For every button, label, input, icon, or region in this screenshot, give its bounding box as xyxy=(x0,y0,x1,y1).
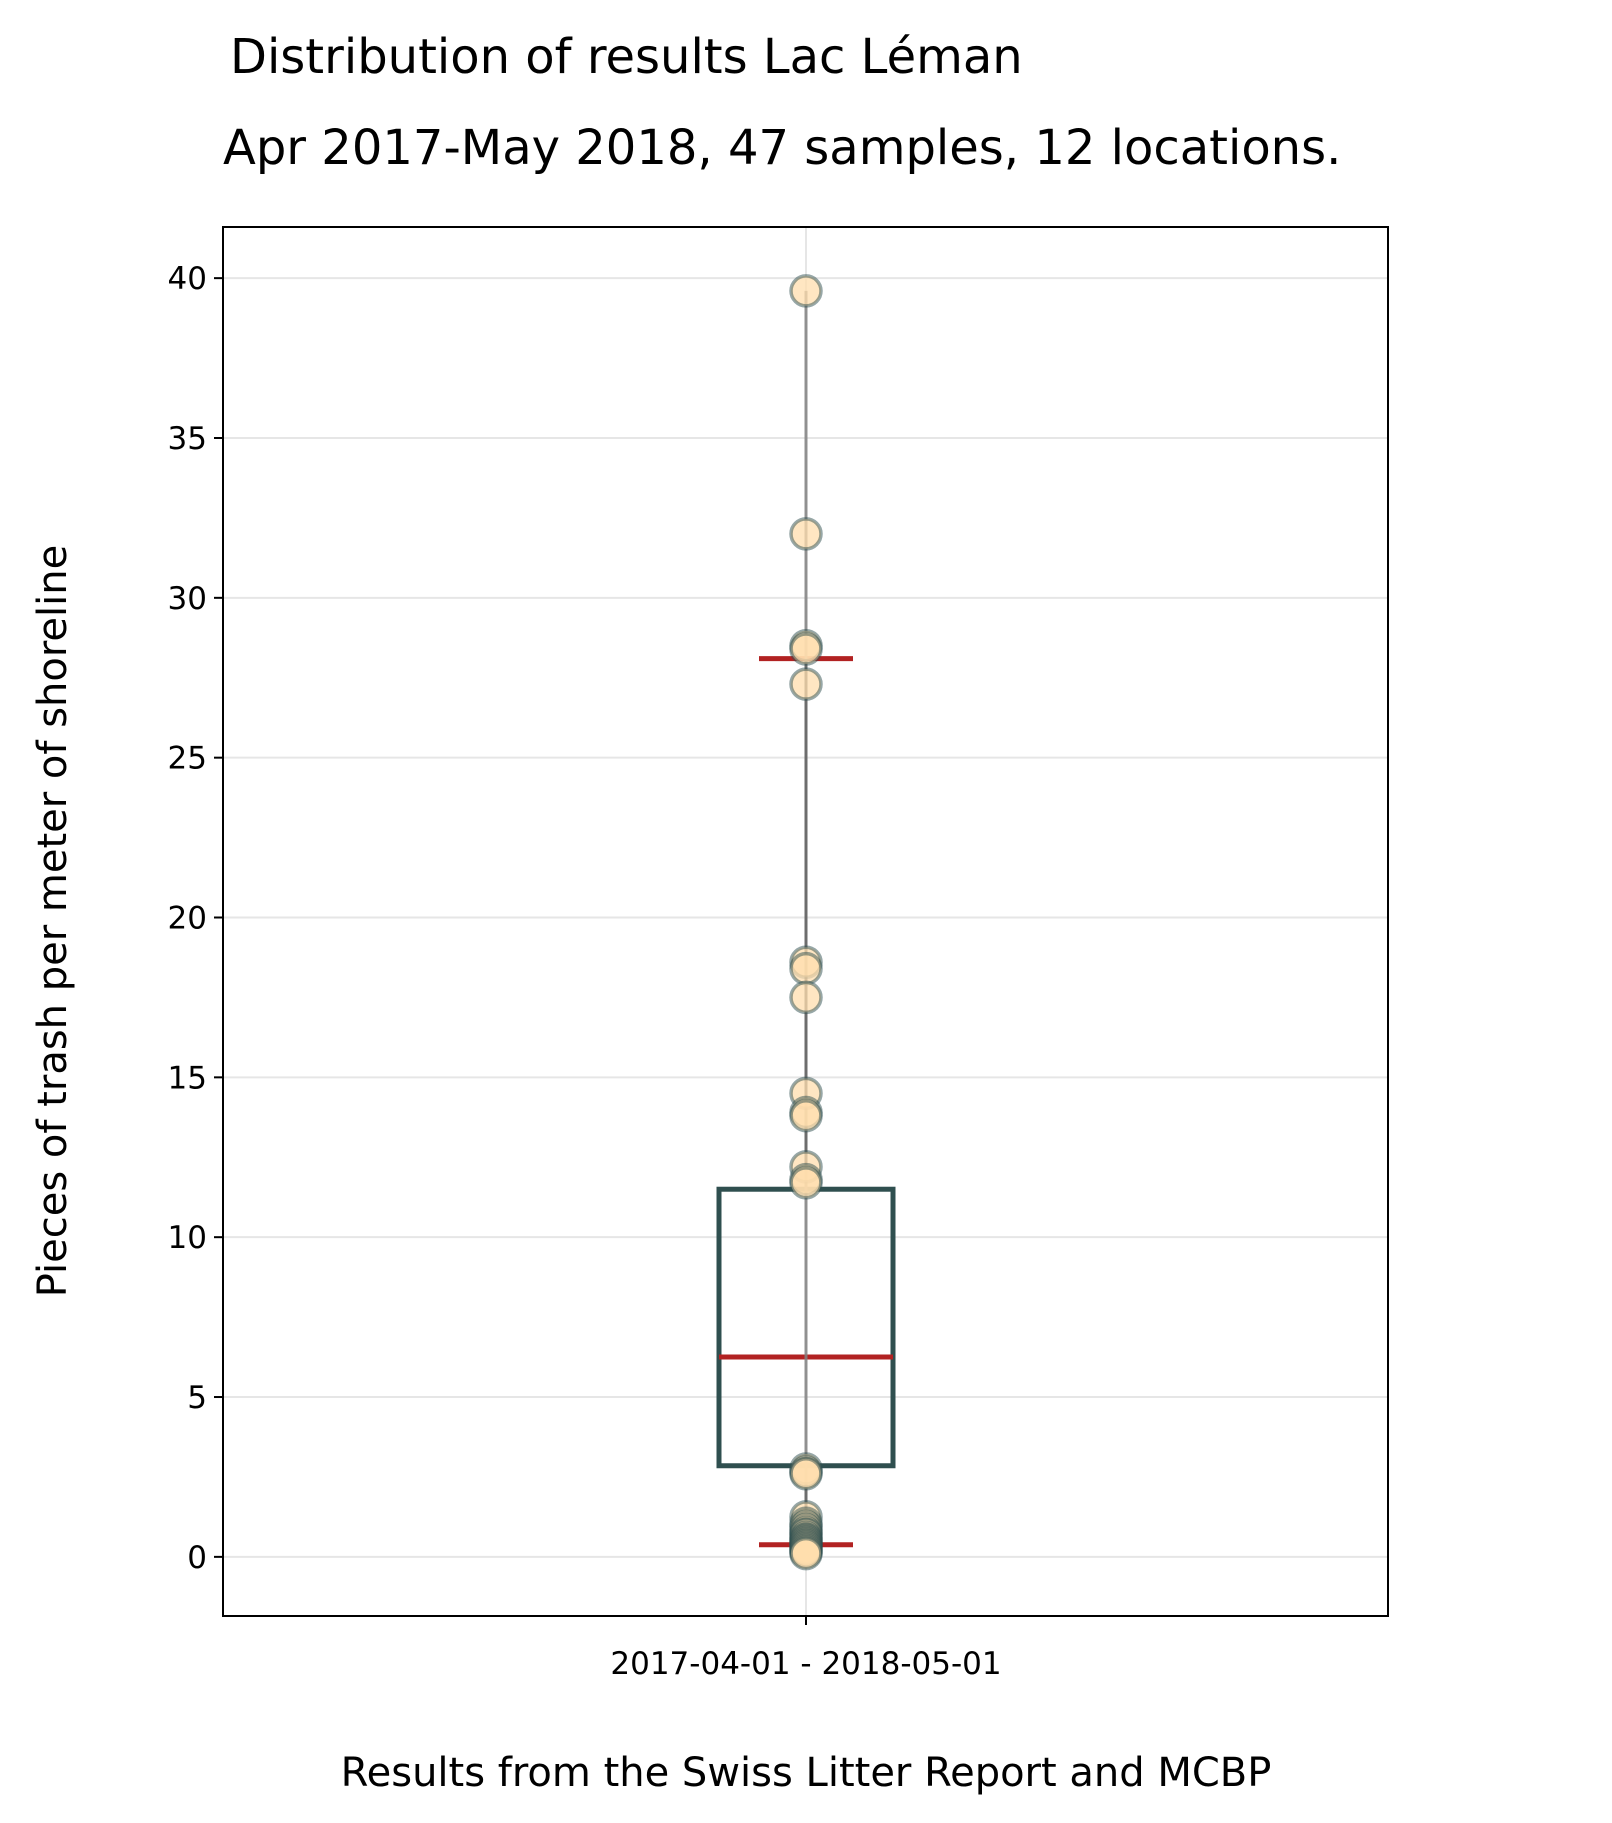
x-axis-label: Results from the Swiss Litter Report and… xyxy=(341,1750,1272,1796)
chart-title: Distribution of results Lac Léman xyxy=(230,29,1023,85)
y-axis-label: Pieces of trash per meter of shoreline xyxy=(30,545,76,1297)
y-tick-label: 30 xyxy=(168,581,207,617)
data-point xyxy=(789,517,823,551)
y-tick-label: 20 xyxy=(168,901,207,937)
y-tick-label: 0 xyxy=(187,1540,207,1576)
data-point xyxy=(789,1098,823,1133)
y-tick-label: 15 xyxy=(168,1060,207,1096)
x-axis-ticks: 2017-04-01 - 2018-05-01 xyxy=(610,1616,1002,1682)
y-tick-label: 5 xyxy=(187,1380,207,1416)
data-point xyxy=(789,1536,823,1571)
data-point xyxy=(789,632,823,666)
x-tick-label: 2017-04-01 - 2018-05-01 xyxy=(610,1646,1001,1682)
y-tick-label: 10 xyxy=(168,1220,207,1256)
plot-frame xyxy=(222,226,1389,1617)
y-tick-label: 40 xyxy=(168,261,207,297)
data-point xyxy=(789,1456,823,1491)
data-point xyxy=(789,951,823,986)
data-point xyxy=(789,274,823,308)
data-points xyxy=(789,274,823,1571)
y-tick-label: 25 xyxy=(168,741,207,777)
data-point xyxy=(789,1166,823,1200)
data-point xyxy=(789,980,823,1015)
y-axis-ticks: 0 5 10 15 20 25 30 35 40 xyxy=(168,261,223,1576)
data-point xyxy=(789,667,823,701)
chart-subtitle: Apr 2017-May 2018, 47 samples, 12 locati… xyxy=(223,120,1341,176)
y-tick-label: 35 xyxy=(168,421,207,457)
